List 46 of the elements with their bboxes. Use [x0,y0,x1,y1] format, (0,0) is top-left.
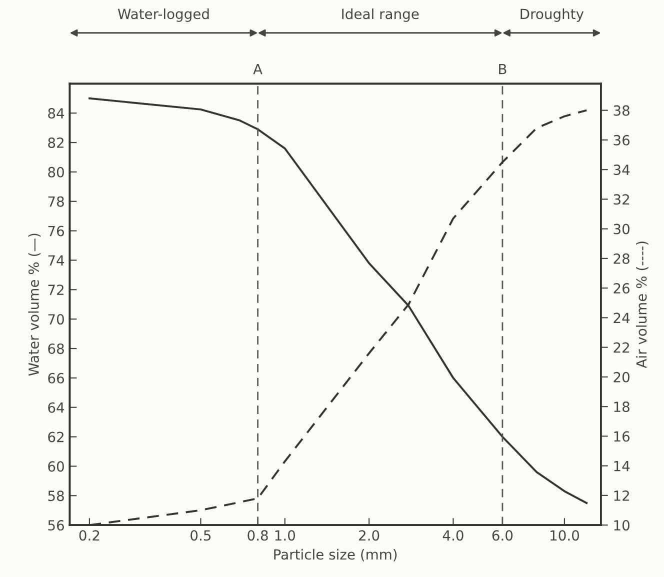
x-tick-label: 1.0 [275,530,296,541]
x-tick-label: 10.0 [550,530,580,541]
y2-tick-label: 26 [614,283,630,294]
x-tick-label: 0.2 [79,530,100,541]
y2-tick-label: 18 [614,402,630,412]
x-axis-title: Particle size (mm) [274,548,397,562]
y-tick-label: 72 [48,284,64,295]
y-tick-label: 62 [48,432,64,442]
y2-tick-label: 30 [614,224,630,234]
y-tick-label: 70 [48,314,64,325]
y-tick-label: 60 [48,461,64,472]
text: Ideal range [342,8,419,22]
x-tick-label: 2.0 [359,530,380,541]
y2-tick-label: 34 [614,164,630,176]
y-tick-label: 66 [48,372,64,384]
y-tick-label: 74 [48,255,64,266]
y-tick-label: 78 [48,196,64,207]
text: Water-logged [118,8,209,22]
ref-line-label: A [253,64,262,74]
y2-tick-label: 14 [614,460,630,472]
y-tick-label: 58 [48,490,64,502]
y2-tick-label: 12 [614,490,630,501]
x-tick-label: 0.8 [248,530,268,541]
y2-tick-label: 32 [614,194,630,205]
x-tick-label: 0.5 [190,530,211,541]
y2-tick-label: 36 [614,134,630,146]
y2-axis-title: Air volume % (----) [636,242,648,368]
y2-tick-label: 24 [614,312,630,323]
y2-tick-label: 28 [614,253,630,264]
y-tick-label: 82 [48,137,64,148]
ref-line-label: B [499,64,506,74]
y2-tick-label: 20 [614,372,630,382]
y2-tick-label: 22 [614,342,630,353]
y-tick-label: 68 [48,343,64,354]
y2-tick-label: 38 [614,105,630,116]
text: Droughty [520,8,584,22]
y2-tick-label: 10 [614,520,630,531]
y-tick-label: 64 [48,402,64,413]
y-tick-label: 76 [48,226,64,236]
y-tick-label: 56 [48,520,64,531]
y-axis-title: Water volume % (—) [28,234,41,376]
x-tick-label: 6.0 [492,530,513,541]
y-tick-label: 80 [48,166,64,178]
y-tick-label: 84 [48,108,64,119]
y2-tick-label: 16 [614,431,630,442]
x-tick-label: 4.0 [442,530,464,541]
